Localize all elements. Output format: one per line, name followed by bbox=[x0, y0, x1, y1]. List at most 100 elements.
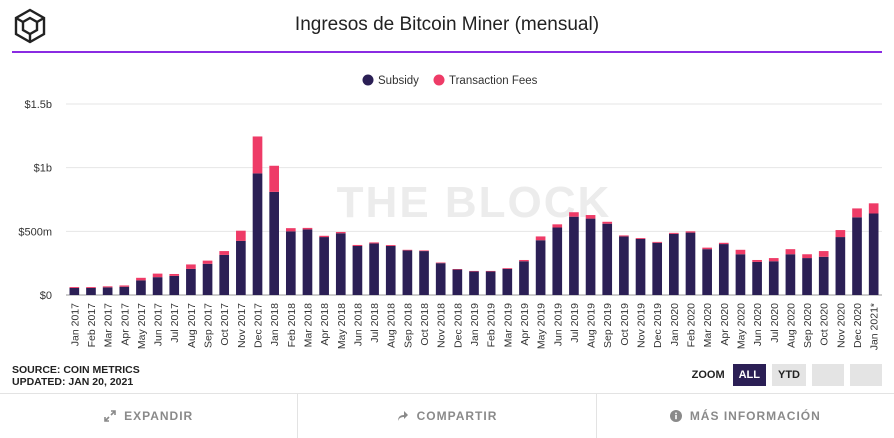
x-tick-label: Jun 2017 bbox=[153, 303, 165, 346]
x-tick-label: May 2018 bbox=[336, 303, 348, 349]
x-tick-label: Jan 2017 bbox=[69, 303, 81, 346]
bar-transaction-fees bbox=[352, 244, 363, 246]
x-tick-label: Mar 2019 bbox=[502, 303, 514, 348]
source-line: SOURCE: COIN METRICS bbox=[12, 364, 140, 376]
bar-transaction-fees bbox=[635, 238, 646, 239]
bar-subsidy bbox=[818, 256, 829, 295]
info-circle-icon bbox=[669, 410, 682, 422]
bar-subsidy bbox=[269, 191, 279, 295]
zoom-all-button[interactable]: ALL bbox=[732, 364, 766, 386]
bar-subsidy bbox=[785, 254, 796, 295]
cube-logo-icon[interactable] bbox=[12, 8, 48, 44]
x-tick-label: Jun 2020 bbox=[752, 303, 764, 346]
share-label: COMPARTIR bbox=[416, 409, 498, 423]
bar-subsidy bbox=[419, 251, 429, 295]
x-tick-label: Sep 2017 bbox=[203, 303, 215, 348]
bar-subsidy bbox=[86, 287, 96, 295]
x-tick-label: Mar 2017 bbox=[103, 303, 115, 348]
bar-transaction-fees bbox=[169, 273, 180, 276]
x-tick-label: Aug 2020 bbox=[785, 303, 797, 348]
x-tick-label: Jan 2020 bbox=[669, 303, 681, 346]
more-info-label: MÁS INFORMACIÓN bbox=[689, 409, 821, 423]
bar-transaction-fees bbox=[585, 215, 596, 219]
bar-subsidy bbox=[202, 263, 213, 295]
bar-transaction-fees bbox=[702, 247, 712, 250]
x-tick-label: Jan 2021* bbox=[869, 303, 881, 350]
bar-transaction-fees bbox=[768, 258, 779, 262]
y-tick-label: $1b bbox=[34, 163, 52, 175]
bar-subsidy bbox=[319, 237, 329, 295]
x-tick-label: Jul 2018 bbox=[369, 303, 381, 343]
bar-subsidy bbox=[868, 213, 879, 295]
x-tick-label: Jun 2019 bbox=[552, 303, 564, 346]
bar-transaction-fees bbox=[602, 221, 613, 224]
bar-transaction-fees bbox=[369, 242, 379, 244]
share-arrow-icon bbox=[397, 411, 408, 421]
bar-subsidy bbox=[619, 236, 629, 295]
bar-transaction-fees bbox=[385, 245, 396, 246]
bar-subsidy bbox=[136, 280, 146, 295]
title-divider bbox=[12, 51, 882, 53]
x-tick-label: Jan 2019 bbox=[469, 303, 481, 346]
expand-button[interactable]: EXPANDIR bbox=[0, 394, 299, 438]
x-tick-label: Apr 2019 bbox=[519, 303, 531, 346]
bar-subsidy bbox=[352, 245, 363, 295]
bar-transaction-fees bbox=[669, 232, 679, 234]
bar-subsidy bbox=[552, 227, 563, 295]
bar-transaction-fees bbox=[236, 230, 246, 241]
bar-subsidy bbox=[219, 254, 230, 295]
bar-transaction-fees bbox=[152, 273, 163, 278]
bar-transaction-fees bbox=[652, 241, 663, 243]
x-tick-label: Nov 2017 bbox=[236, 303, 248, 348]
x-tick-label: Sep 2019 bbox=[602, 303, 614, 348]
bar-transaction-fees bbox=[718, 242, 729, 245]
bar-transaction-fees bbox=[269, 165, 279, 192]
bar-subsidy bbox=[435, 263, 446, 295]
bar-subsidy bbox=[119, 286, 130, 295]
bar-subsidy bbox=[718, 244, 729, 295]
share-button[interactable]: COMPARTIR bbox=[298, 394, 597, 438]
x-tick-label: May 2019 bbox=[536, 303, 548, 349]
bar-subsidy bbox=[69, 287, 80, 295]
bar-subsidy bbox=[252, 173, 263, 295]
chart-header: Ingresos de Bitcoin Miner (mensual) bbox=[0, 0, 894, 53]
zoom-blank-button[interactable] bbox=[812, 364, 844, 386]
bar-transaction-fees bbox=[435, 262, 446, 264]
watermark: THE BLOCK bbox=[337, 178, 612, 227]
bar-transaction-fees bbox=[86, 287, 96, 288]
expand-label: EXPANDIR bbox=[124, 409, 194, 423]
zoom-blank-button[interactable] bbox=[850, 364, 882, 386]
x-tick-label: Jan 2018 bbox=[269, 303, 281, 346]
x-tick-label: Oct 2019 bbox=[619, 303, 631, 346]
legend-swatch bbox=[362, 74, 374, 86]
x-tick-label: Aug 2017 bbox=[186, 303, 198, 348]
zoom-ytd-button[interactable]: YTD bbox=[772, 364, 806, 386]
bar-subsidy bbox=[302, 229, 313, 295]
x-tick-label: Jul 2017 bbox=[169, 303, 181, 343]
bar-transaction-fees bbox=[852, 208, 862, 218]
bar-transaction-fees bbox=[752, 259, 762, 262]
x-tick-label: Dec 2020 bbox=[852, 303, 864, 348]
bar-transaction-fees bbox=[102, 286, 113, 288]
bar-transaction-fees bbox=[569, 212, 579, 217]
bar-transaction-fees bbox=[119, 285, 130, 287]
x-tick-label: Nov 2019 bbox=[636, 303, 648, 348]
bar-transaction-fees bbox=[219, 251, 230, 255]
x-tick-label: Dec 2017 bbox=[253, 303, 265, 348]
x-tick-label: Dec 2019 bbox=[652, 303, 664, 348]
y-tick-label: $1.5b bbox=[24, 99, 52, 111]
bar-subsidy bbox=[585, 218, 596, 295]
bar-transaction-fees bbox=[535, 236, 546, 241]
x-tick-label: Nov 2020 bbox=[835, 303, 847, 348]
expand-arrows-icon bbox=[104, 410, 116, 422]
page-title: Ingresos de Bitcoin Miner (mensual) bbox=[294, 14, 600, 35]
bar-subsidy bbox=[835, 237, 846, 295]
bar-subsidy bbox=[102, 287, 113, 295]
bar-subsidy bbox=[752, 261, 762, 295]
bar-subsidy bbox=[502, 268, 513, 295]
legend-entry: Subsidy bbox=[378, 75, 419, 87]
bar-subsidy bbox=[519, 261, 529, 295]
x-tick-label: Apr 2017 bbox=[119, 303, 131, 346]
bar-subsidy bbox=[652, 242, 663, 295]
more-info-button[interactable]: MÁS INFORMACIÓN bbox=[597, 394, 894, 438]
